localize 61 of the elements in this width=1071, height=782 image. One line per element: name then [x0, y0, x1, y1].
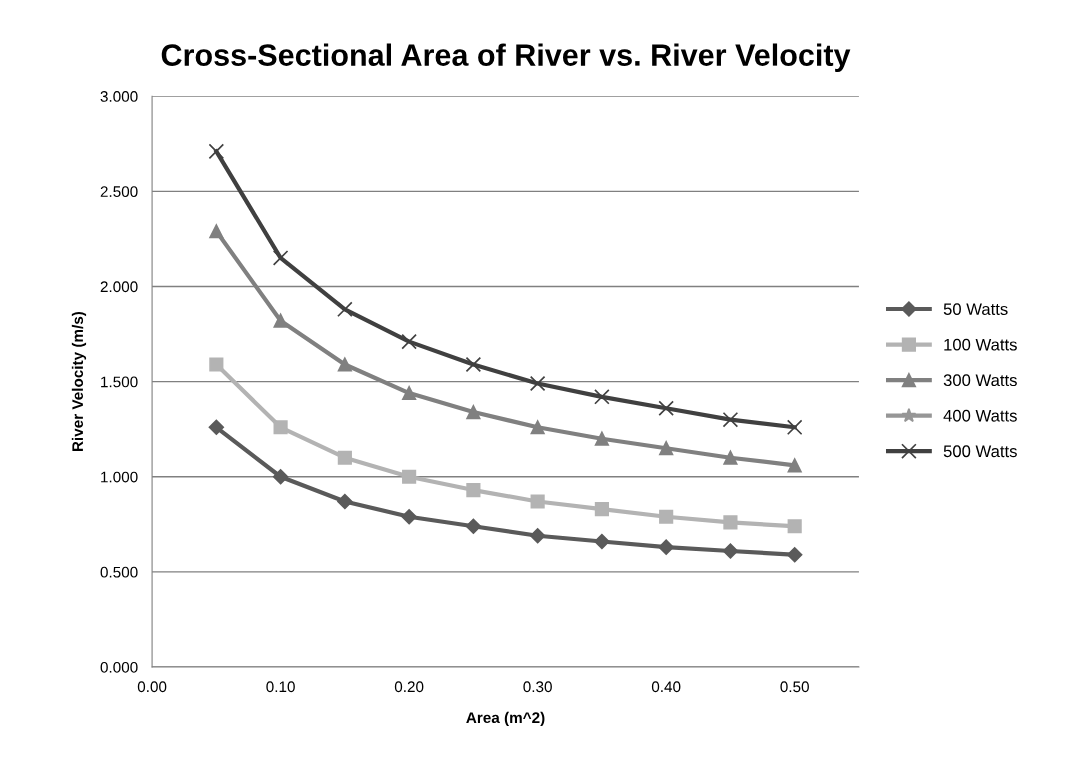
- point: [466, 404, 481, 420]
- legend-label: 400 Watts: [943, 409, 1017, 422]
- point: [529, 528, 546, 544]
- x-tick-label: 0.50: [780, 681, 809, 693]
- point: [208, 143, 225, 160]
- point: [209, 357, 224, 372]
- legend-label: 50 Watts: [943, 303, 1008, 316]
- point: [594, 431, 609, 446]
- point: [402, 385, 417, 401]
- point: [273, 313, 288, 328]
- point: [465, 518, 482, 534]
- x-tick-label: 0.20: [394, 681, 424, 693]
- y-tick-label: 2.500: [100, 186, 138, 198]
- point: [337, 450, 352, 465]
- legend-label: 300 Watts: [943, 374, 1017, 387]
- point: [658, 539, 674, 555]
- point: [401, 509, 417, 525]
- chart-title: Cross-Sectional Area of River vs. River Velocity: [161, 43, 851, 72]
- point: [530, 494, 545, 509]
- point: [466, 482, 481, 498]
- point: [659, 509, 674, 524]
- x-tick-label: 0.40: [651, 681, 681, 693]
- point: [722, 543, 739, 559]
- point: [786, 547, 803, 563]
- point: [529, 375, 546, 392]
- legend-label: 500 Watts: [943, 445, 1017, 458]
- point: [209, 224, 224, 239]
- y-tick-label: 3.000: [100, 91, 138, 102]
- point: [594, 502, 609, 517]
- point: [723, 515, 738, 530]
- point: [787, 458, 802, 473]
- point: [723, 450, 738, 465]
- point: [272, 250, 289, 266]
- point: [337, 493, 353, 510]
- x-tick-label: 0.00: [137, 681, 167, 693]
- x-tick-label: 0.30: [523, 681, 552, 693]
- point: [401, 333, 417, 350]
- point: [273, 420, 288, 435]
- point: [465, 356, 482, 373]
- x-tick-label: 0.10: [266, 681, 295, 693]
- y-tick-label: 2.000: [100, 281, 138, 293]
- y-axis-title: River Velocity (m/s): [71, 311, 87, 452]
- legend-label: 100 Watts: [944, 338, 1017, 351]
- point: [530, 420, 545, 435]
- point: [594, 389, 610, 405]
- point: [594, 533, 610, 550]
- point: [786, 419, 803, 436]
- y-tick-label: 0.000: [100, 661, 138, 673]
- y-tick-label: 1.500: [101, 376, 138, 388]
- point: [337, 301, 353, 318]
- point: [402, 469, 417, 484]
- point: [787, 519, 802, 534]
- point: [272, 469, 289, 485]
- point: [658, 400, 674, 417]
- y-tick-label: 1.000: [101, 471, 138, 483]
- x-axis-title: Area (m^2): [466, 711, 545, 727]
- point: [208, 419, 225, 435]
- y-tick-label: 0.500: [100, 566, 138, 578]
- point: [659, 441, 674, 456]
- point: [337, 357, 352, 372]
- point: [722, 411, 739, 428]
